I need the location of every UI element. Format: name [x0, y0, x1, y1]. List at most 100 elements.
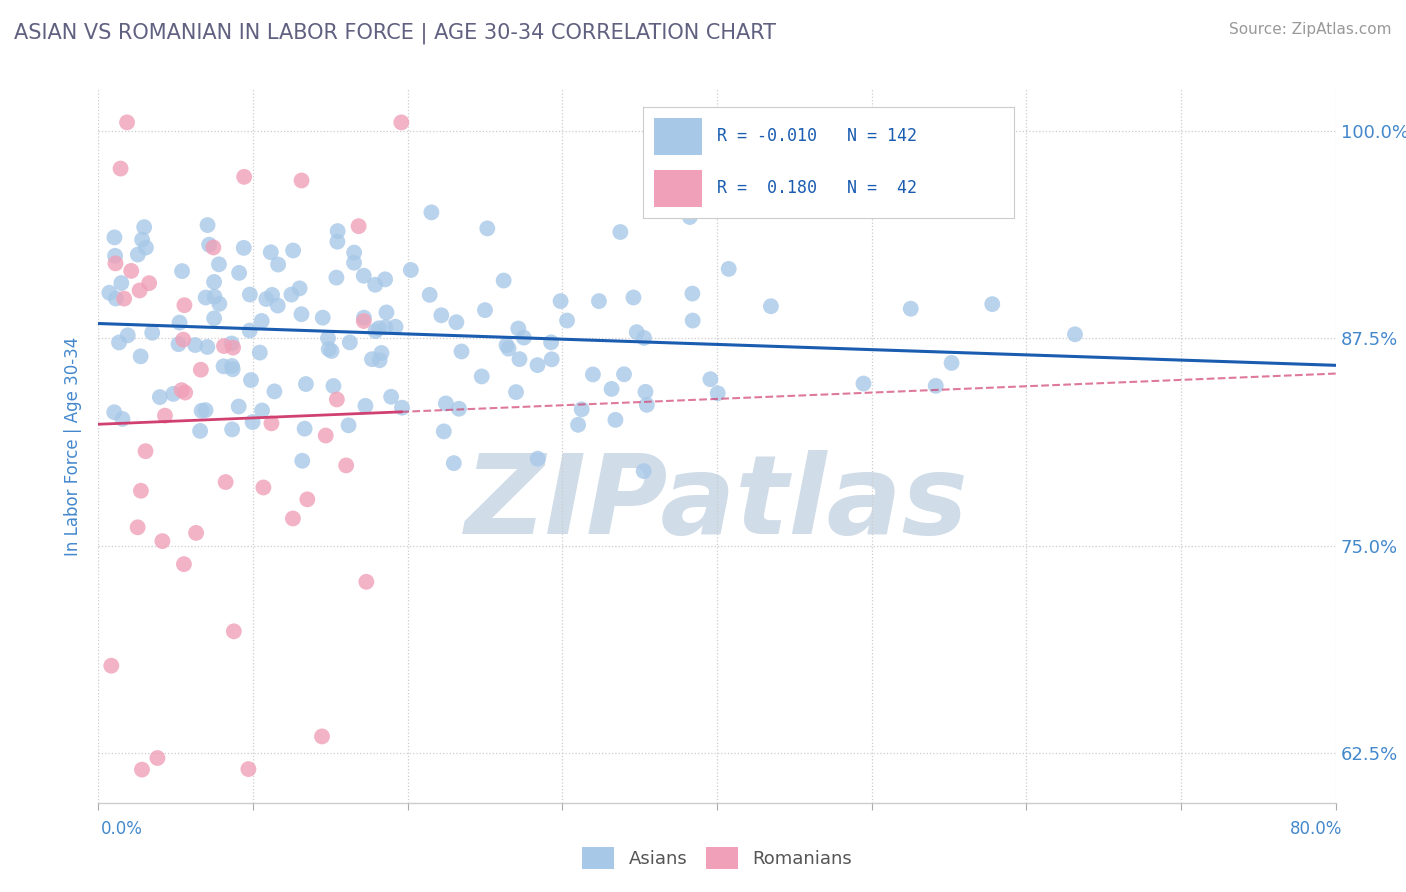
Point — [335, 458, 357, 473]
Point — [374, 272, 396, 286]
Point — [312, 310, 335, 325]
Point — [162, 387, 184, 401]
Point — [450, 344, 472, 359]
Point — [267, 299, 290, 313]
Point — [361, 352, 384, 367]
Point — [204, 290, 226, 304]
Point — [111, 412, 134, 426]
Point — [134, 220, 156, 235]
Point — [588, 294, 610, 309]
Point — [311, 730, 333, 744]
Point — [384, 319, 406, 334]
Point — [322, 379, 344, 393]
Point — [232, 241, 254, 255]
Point — [582, 368, 605, 382]
Point — [679, 210, 702, 224]
Point — [339, 335, 361, 350]
Point — [941, 356, 963, 370]
Point — [131, 233, 153, 247]
Point — [281, 244, 304, 258]
Point — [202, 311, 225, 326]
Point — [129, 349, 152, 363]
Point — [169, 316, 191, 330]
Point — [104, 256, 127, 270]
Point — [326, 235, 349, 249]
Point — [138, 276, 160, 290]
Point — [681, 286, 703, 301]
Point — [212, 339, 235, 353]
Point — [419, 288, 441, 302]
Point — [605, 413, 627, 427]
Point — [706, 386, 728, 401]
Point — [117, 328, 139, 343]
Point — [374, 320, 396, 334]
Point — [129, 483, 152, 498]
Point — [347, 219, 370, 234]
Point — [249, 345, 271, 359]
Point — [260, 245, 283, 260]
Point — [128, 284, 150, 298]
Point — [135, 241, 157, 255]
Point — [326, 224, 349, 238]
Point — [315, 428, 337, 442]
Point — [477, 221, 499, 235]
Point — [188, 424, 211, 438]
Point — [354, 399, 377, 413]
Point — [173, 298, 195, 312]
Point — [250, 403, 273, 417]
Point — [389, 115, 412, 129]
Point — [290, 173, 312, 187]
Point — [321, 343, 343, 358]
Point — [699, 372, 721, 386]
Point — [550, 294, 572, 309]
Point — [492, 274, 515, 288]
Point — [290, 307, 312, 321]
Point — [420, 205, 443, 219]
Point — [295, 377, 318, 392]
Point — [167, 337, 190, 351]
Point — [194, 403, 217, 417]
Point — [294, 422, 316, 436]
Point — [1064, 327, 1087, 342]
Point — [370, 346, 392, 360]
Point — [343, 256, 366, 270]
Point — [526, 451, 548, 466]
Point — [325, 270, 347, 285]
Point — [626, 325, 648, 339]
Point — [600, 382, 623, 396]
Point — [100, 658, 122, 673]
Point — [508, 352, 530, 367]
Point — [221, 336, 243, 351]
Point — [399, 263, 422, 277]
Point — [900, 301, 922, 316]
Point — [170, 264, 193, 278]
Point — [353, 310, 375, 325]
Point — [318, 342, 340, 356]
Point — [103, 230, 125, 244]
Point — [447, 401, 470, 416]
Point — [250, 314, 273, 328]
Point — [149, 390, 172, 404]
Point — [508, 321, 530, 335]
Point — [98, 285, 121, 300]
Point — [364, 277, 387, 292]
Point — [326, 392, 349, 407]
Point — [353, 314, 375, 328]
Point — [146, 751, 169, 765]
Point — [368, 353, 391, 368]
Point — [202, 275, 225, 289]
Point — [110, 161, 132, 176]
Point — [228, 266, 250, 280]
Point — [208, 257, 231, 271]
Point — [174, 385, 197, 400]
Text: 80.0%: 80.0% — [1291, 820, 1343, 838]
Point — [222, 624, 245, 639]
Point — [170, 383, 193, 397]
Point — [540, 335, 562, 350]
Point — [443, 456, 465, 470]
Point — [498, 342, 520, 356]
Point — [668, 169, 690, 183]
Point — [633, 331, 655, 345]
Point — [567, 417, 589, 432]
Point — [759, 299, 782, 313]
